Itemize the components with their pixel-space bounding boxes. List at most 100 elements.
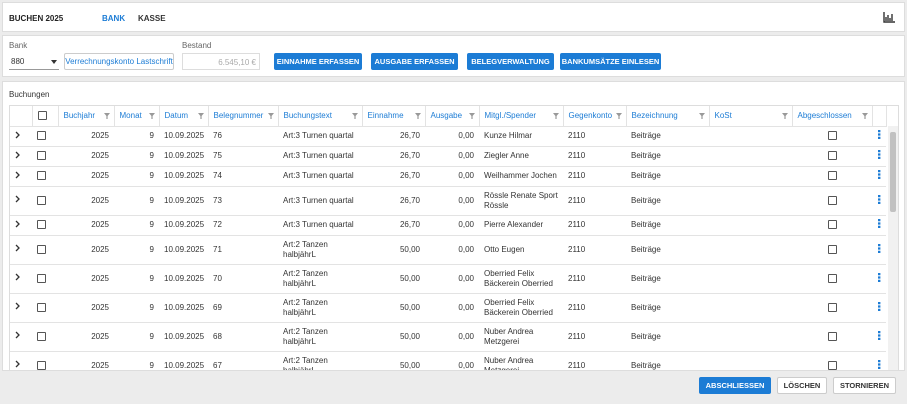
column-header[interactable]: Abgeschlossen xyxy=(792,106,873,127)
expand-cell[interactable] xyxy=(10,126,32,147)
column-header[interactable]: Datum xyxy=(159,106,209,127)
checkbox[interactable] xyxy=(827,171,837,181)
checkbox[interactable] xyxy=(37,331,46,341)
checkbox[interactable] xyxy=(37,195,46,205)
action-button[interactable]: AUSGABE ERFASSEN xyxy=(371,53,458,70)
filter-icon-shape xyxy=(615,113,622,119)
footer-button[interactable]: LÖSCHEN xyxy=(777,377,827,394)
expand-icon-shape xyxy=(15,331,20,339)
cell: 2110 xyxy=(563,264,626,294)
cell: 2025 xyxy=(58,235,114,265)
scroll-thumb[interactable] xyxy=(890,132,896,212)
tab[interactable]: BANK xyxy=(102,14,126,23)
filter-icon-shape xyxy=(414,113,421,119)
expand-cell[interactable] xyxy=(10,293,32,323)
menu-icon-shape xyxy=(877,301,880,311)
menu-cell[interactable] xyxy=(872,215,886,236)
cell: Art:3 Turnen quartal xyxy=(278,215,362,236)
cell: 0,00 xyxy=(425,264,479,294)
menu-cell[interactable] xyxy=(872,293,886,323)
cell: 9 xyxy=(114,351,159,370)
expand-cell[interactable] xyxy=(10,235,32,265)
cell: 0,00 xyxy=(425,235,479,265)
menu-cell[interactable] xyxy=(872,235,886,265)
checkbox[interactable] xyxy=(827,273,837,283)
checkbox[interactable] xyxy=(827,151,837,161)
checkbox[interactable] xyxy=(37,273,46,283)
expand-cell[interactable] xyxy=(10,215,32,236)
expand-cell[interactable] xyxy=(10,322,32,352)
cell: Pierre Alexander xyxy=(479,215,563,236)
cell: 26,70 xyxy=(362,166,425,187)
cell: 73 xyxy=(208,186,278,216)
tab[interactable]: KASSE xyxy=(138,14,166,23)
expand-cell[interactable] xyxy=(10,264,32,294)
menu-cell[interactable] xyxy=(872,146,886,167)
cell: 2025 xyxy=(58,126,114,147)
checkbox[interactable] xyxy=(37,244,46,254)
column-header[interactable]: Gegenkonto xyxy=(563,106,627,127)
column-header[interactable]: Belegnummer xyxy=(208,106,279,127)
expand-icon-shape xyxy=(15,195,20,203)
account-field[interactable]: Verrechnungskonto Lastschrift xyxy=(64,53,174,70)
column-header[interactable]: Einnahme xyxy=(362,106,426,127)
action-button[interactable]: EINNAHME ERFASSEN xyxy=(274,53,362,70)
action-button[interactable]: BANKUMSÄTZE EINLESEN xyxy=(560,53,661,70)
column-header[interactable]: Ausgabe xyxy=(425,106,480,127)
filter-icon xyxy=(148,113,155,119)
menu-cell[interactable] xyxy=(872,264,886,294)
cell: Beiträge xyxy=(626,186,709,216)
checkbox[interactable] xyxy=(827,360,837,370)
checkbox[interactable] xyxy=(827,131,837,141)
table-row: 2025 9 10.09.2025 68 Art:2 Tanzen halbjährL 5… xyxy=(10,322,886,352)
closed-cell xyxy=(792,322,872,352)
expand-icon-shape xyxy=(15,360,20,368)
cell: 50,00 xyxy=(362,351,425,370)
cost-center-cell xyxy=(709,186,792,216)
action-button[interactable]: BELEGVERWALTUNG xyxy=(467,53,554,70)
column-header[interactable]: Monat xyxy=(114,106,160,127)
checkbox[interactable] xyxy=(827,244,837,254)
menu-icon-shape xyxy=(877,219,880,228)
checkbox[interactable] xyxy=(37,111,47,121)
checkbox[interactable] xyxy=(827,302,837,312)
expand-cell[interactable] xyxy=(10,146,32,167)
bank-select[interactable]: 880 xyxy=(9,53,59,70)
filter-icon xyxy=(552,113,559,119)
menu-icon-shape xyxy=(877,130,880,139)
column-header[interactable]: KoSt xyxy=(709,106,793,127)
checkbox[interactable] xyxy=(37,220,46,230)
checkbox[interactable] xyxy=(37,302,46,312)
checkbox[interactable] xyxy=(827,331,837,341)
scrollbar[interactable] xyxy=(888,126,898,370)
expand-cell[interactable] xyxy=(10,166,32,187)
checkbox[interactable] xyxy=(37,151,46,161)
menu-cell[interactable] xyxy=(872,186,886,216)
column-header[interactable]: Bezeichnung xyxy=(626,106,710,127)
cell: 10.09.2025 xyxy=(159,351,208,370)
cell: Nuber Andrea Metzgerei xyxy=(479,322,563,352)
menu-cell[interactable] xyxy=(872,351,886,370)
column-header[interactable]: Buchungstext xyxy=(278,106,363,127)
checkbox[interactable] xyxy=(827,220,837,230)
column-header[interactable]: Buchjahr xyxy=(58,106,115,127)
checkbox[interactable] xyxy=(37,360,46,370)
cell: Ziegler Anne xyxy=(479,146,563,167)
column-header[interactable]: Mitgl./Spender xyxy=(479,106,564,127)
cell: Art:2 Tanzen halbjährL xyxy=(278,264,362,294)
chart-icon[interactable] xyxy=(883,12,895,23)
checkbox[interactable] xyxy=(827,195,837,205)
expand-cell[interactable] xyxy=(10,186,32,216)
menu-cell[interactable] xyxy=(872,166,886,187)
footer-button[interactable]: STORNIEREN xyxy=(833,377,896,394)
expand-cell[interactable] xyxy=(10,351,32,370)
checkbox[interactable] xyxy=(37,171,46,181)
expand-icon xyxy=(15,302,20,310)
menu-cell[interactable] xyxy=(872,322,886,352)
footer-button[interactable]: ABSCHLIESSEN xyxy=(699,377,771,394)
table-row: 2025 9 10.09.2025 69 Art:2 Tanzen halbjährL 5… xyxy=(10,293,886,323)
cost-center-cell xyxy=(709,126,792,147)
checkbox[interactable] xyxy=(37,131,46,141)
select-cell xyxy=(32,126,58,147)
menu-cell[interactable] xyxy=(872,126,886,147)
